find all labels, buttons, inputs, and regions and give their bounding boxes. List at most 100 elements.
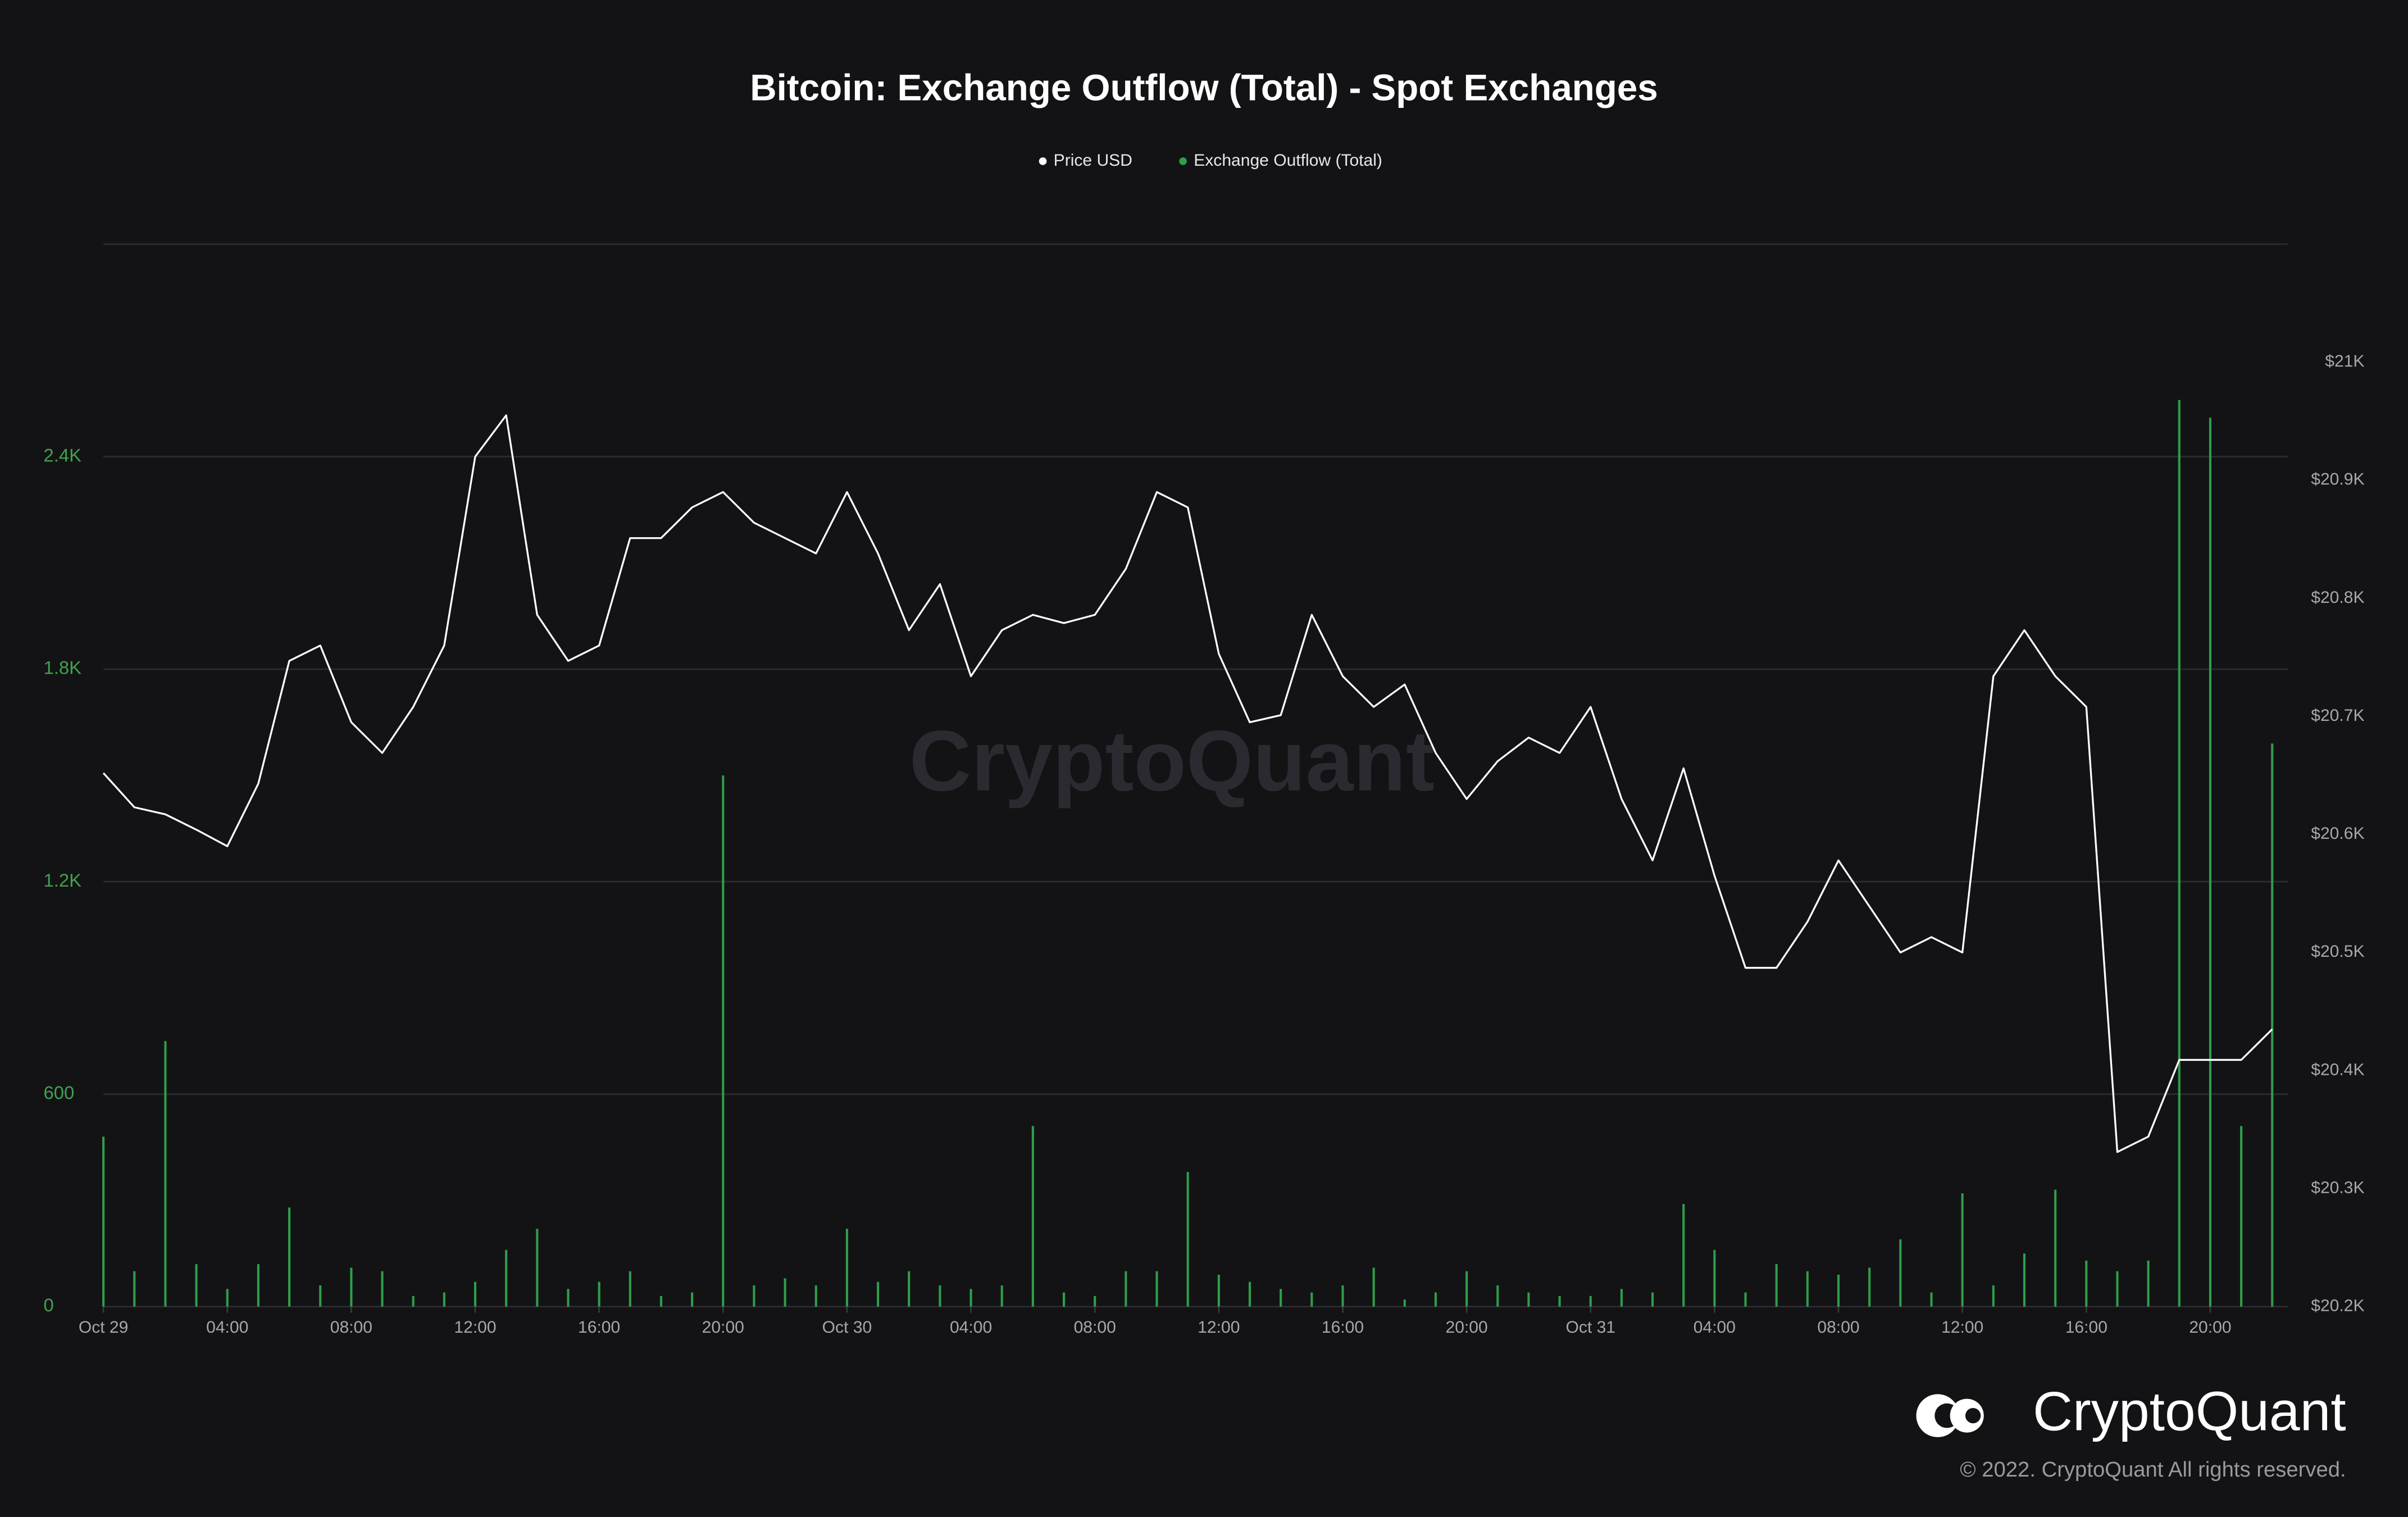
bar xyxy=(1094,1296,1096,1307)
x-tick-label: 16:00 xyxy=(578,1318,620,1337)
chart-title: Bitcoin: Exchange Outflow (Total) - Spot… xyxy=(750,67,1658,108)
line-series xyxy=(102,414,2273,1153)
bar xyxy=(753,1285,755,1307)
bar xyxy=(1372,1268,1375,1307)
bar xyxy=(2085,1260,2088,1307)
x-tick-label: Oct 30 xyxy=(822,1318,872,1337)
bar xyxy=(1558,1296,1561,1307)
bar xyxy=(1465,1271,1468,1307)
y2-tick-label: $20.5K xyxy=(2311,942,2364,961)
bar xyxy=(288,1207,291,1307)
bar xyxy=(443,1292,445,1307)
bar xyxy=(1496,1285,1499,1307)
bar xyxy=(1000,1285,1003,1307)
bar xyxy=(1403,1300,1406,1307)
x-tick-label: 08:00 xyxy=(1817,1318,1859,1337)
x-tick-label: Oct 29 xyxy=(79,1318,129,1337)
bar xyxy=(784,1278,786,1307)
axes: 0 600 1.2K 1.8K 2.4K $20.2K $20.3K $20.4K $20.5K… xyxy=(44,352,2365,1337)
bar xyxy=(133,1271,136,1307)
bar xyxy=(1961,1193,1964,1307)
bar xyxy=(1806,1271,1809,1307)
y-tick-label: 1.2K xyxy=(44,870,82,891)
grid xyxy=(103,243,2288,1307)
bar xyxy=(691,1292,694,1307)
bar xyxy=(2116,1271,2119,1307)
bar xyxy=(1837,1274,1840,1307)
bar xyxy=(195,1264,198,1307)
bar-series xyxy=(102,399,2274,1307)
bar xyxy=(908,1271,911,1307)
y-tick-label: 1.8K xyxy=(44,657,82,678)
y2-tick-label: $20.2K xyxy=(2311,1297,2364,1315)
bar xyxy=(629,1271,631,1307)
price-line xyxy=(102,414,2273,1153)
bar xyxy=(1744,1292,1747,1307)
bar xyxy=(1062,1292,1066,1307)
bar xyxy=(598,1282,600,1307)
x-tick-label: 04:00 xyxy=(950,1318,992,1337)
logo: CryptoQuant xyxy=(1916,1380,2346,1442)
bar xyxy=(1310,1292,1313,1307)
bar xyxy=(1031,1126,1034,1307)
y2-tick-label: $20.8K xyxy=(2311,588,2364,607)
x-tick-label: 04:00 xyxy=(1694,1318,1736,1337)
bar xyxy=(1280,1289,1282,1307)
bar xyxy=(2054,1189,2057,1307)
y-tick-label: 2.4K xyxy=(44,444,82,465)
x-tick-label: 08:00 xyxy=(330,1318,372,1337)
bar xyxy=(2023,1253,2026,1307)
bar xyxy=(1125,1271,1127,1307)
bar xyxy=(1992,1285,1995,1307)
bar xyxy=(1341,1285,1344,1307)
bar xyxy=(969,1289,972,1307)
bar xyxy=(1713,1250,1716,1307)
x-tick-label: 12:00 xyxy=(1198,1318,1240,1337)
copyright: © 2022. CryptoQuant All rights reserved. xyxy=(1960,1457,2346,1482)
y2-tick-label: $21K xyxy=(2325,352,2364,371)
bar xyxy=(2240,1126,2243,1307)
bar xyxy=(2147,1260,2150,1307)
y2-tick-label: $20.4K xyxy=(2311,1060,2364,1079)
bar xyxy=(381,1271,384,1307)
bar xyxy=(1930,1292,1933,1307)
bar xyxy=(1527,1292,1530,1307)
y2-tick-label: $20.9K xyxy=(2311,470,2364,489)
bar xyxy=(1620,1289,1623,1307)
bar xyxy=(1651,1292,1654,1307)
x-tick-label: 20:00 xyxy=(702,1318,744,1337)
bar xyxy=(877,1282,880,1307)
x-tick-label: 20:00 xyxy=(1446,1318,1488,1337)
y2-tick-label: $20.6K xyxy=(2311,824,2364,843)
watermark: CryptoQuant xyxy=(909,713,1435,809)
bar xyxy=(164,1041,167,1307)
x-tick-label: 04:00 xyxy=(206,1318,248,1337)
bar xyxy=(659,1296,663,1307)
bar xyxy=(1248,1282,1251,1307)
y-tick-label: 600 xyxy=(44,1082,75,1103)
bar xyxy=(2209,417,2212,1307)
bar xyxy=(319,1285,322,1307)
logo-icon-cut xyxy=(1965,1407,1981,1424)
bar xyxy=(1589,1296,1592,1307)
bar xyxy=(2178,399,2181,1307)
bar xyxy=(1868,1268,1871,1307)
bar xyxy=(505,1250,508,1307)
x-tick-label: 12:00 xyxy=(1941,1318,1983,1337)
bar xyxy=(1434,1292,1437,1307)
bar xyxy=(102,1137,105,1307)
bar xyxy=(845,1228,848,1307)
logo-text: CryptoQuant xyxy=(2033,1380,2346,1442)
x-tick-label: 16:00 xyxy=(2065,1318,2107,1337)
bar xyxy=(536,1228,539,1307)
bar xyxy=(2271,743,2274,1307)
y2-tick-label: $20.7K xyxy=(2311,706,2364,725)
y-tick-label: 0 xyxy=(44,1295,54,1315)
bar xyxy=(257,1264,260,1307)
legend-marker xyxy=(1039,157,1047,165)
bar xyxy=(350,1268,353,1307)
legend-label: Price USD xyxy=(1054,151,1132,170)
